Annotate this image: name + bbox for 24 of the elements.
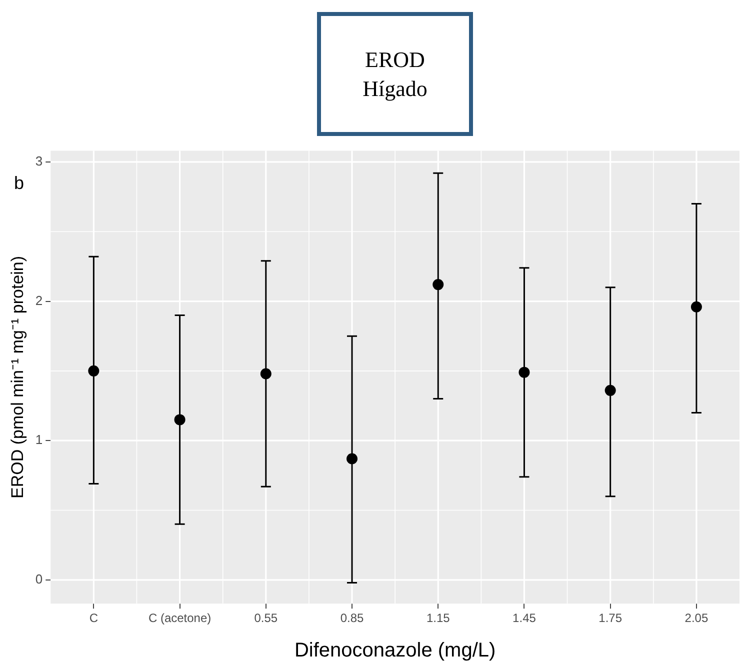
- x-tick-label: 0.55: [254, 611, 278, 626]
- point: [346, 453, 358, 464]
- y-tick-label: 1: [35, 432, 43, 448]
- x-tick-label: 2.05: [684, 611, 708, 626]
- point: [432, 279, 444, 290]
- point: [690, 301, 702, 312]
- y-tick-label: 3: [35, 154, 43, 169]
- x-axis-title: Difenoconazole (mg/L): [294, 640, 496, 662]
- x-tick-label: 1.15: [426, 611, 450, 626]
- x-tick-label: 1.45: [512, 611, 536, 626]
- point: [88, 365, 100, 376]
- y-tick-label: 2: [35, 292, 43, 308]
- x-tick-label: 1.75: [598, 611, 622, 626]
- text: b: [14, 173, 24, 194]
- x-tick-label: 0.85: [340, 611, 364, 626]
- point: [604, 384, 616, 396]
- x-tick-label: C (acetone): [148, 611, 212, 626]
- x-tick-label: C: [89, 611, 98, 626]
- chart-title: EROD Hígado: [317, 12, 473, 136]
- y-axis-title: EROD (pmol min⁻¹ mg⁻¹ protein): [8, 256, 27, 498]
- point: [174, 414, 186, 426]
- point: [518, 366, 530, 378]
- point: [260, 368, 272, 380]
- y-tick-label: 0: [35, 571, 43, 586]
